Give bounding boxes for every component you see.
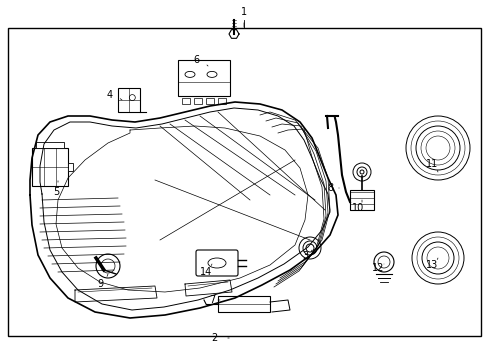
Bar <box>118 88 140 112</box>
Text: 14: 14 <box>200 267 212 277</box>
Text: 6: 6 <box>193 55 199 65</box>
Bar <box>218 296 269 312</box>
Bar <box>68 163 73 171</box>
Bar <box>218 98 225 104</box>
Text: 13: 13 <box>425 260 437 270</box>
Text: 5: 5 <box>53 187 59 197</box>
Bar <box>182 98 190 104</box>
Text: 8: 8 <box>326 183 332 193</box>
Text: 12: 12 <box>371 263 384 273</box>
Bar <box>194 98 202 104</box>
FancyBboxPatch shape <box>196 250 238 276</box>
Bar <box>32 148 68 186</box>
Bar <box>178 60 229 96</box>
Text: 7: 7 <box>208 295 215 305</box>
Bar <box>349 190 373 210</box>
Bar <box>36 142 64 148</box>
Text: 11: 11 <box>425 159 437 169</box>
Text: 10: 10 <box>351 203 364 213</box>
Bar <box>8 28 480 336</box>
Bar <box>205 98 214 104</box>
Text: 2: 2 <box>210 333 217 343</box>
Text: 3: 3 <box>301 251 307 261</box>
Text: 9: 9 <box>97 279 103 289</box>
Text: 4: 4 <box>107 90 113 100</box>
Text: 1: 1 <box>241 7 246 17</box>
